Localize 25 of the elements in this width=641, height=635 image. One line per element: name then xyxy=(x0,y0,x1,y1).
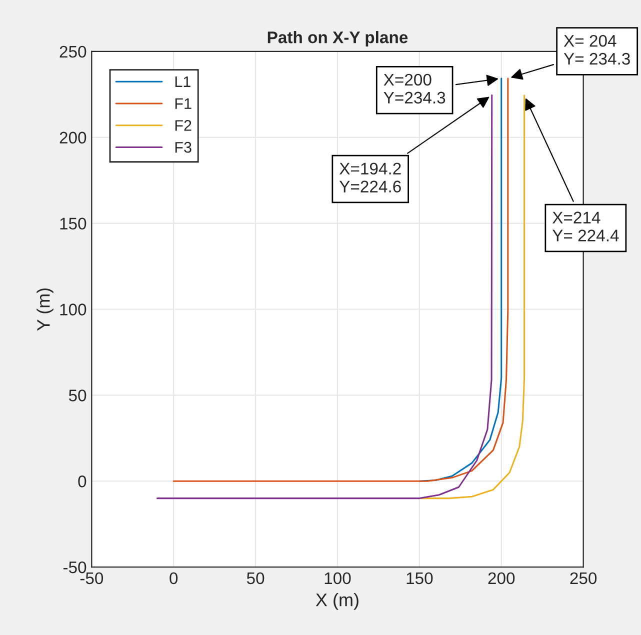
x-tick-label: 50 xyxy=(246,572,264,584)
x-tick-label: 100 xyxy=(324,572,351,584)
x-tick-label: 150 xyxy=(406,572,433,584)
x-tick-label: -50 xyxy=(80,572,104,584)
legend-label: F1 xyxy=(175,98,192,109)
x-tick-label: 250 xyxy=(570,572,597,584)
annotation: X=194.2 Y=224.6 xyxy=(339,162,401,192)
y-tick-label: 100 xyxy=(60,304,86,316)
legend-label: F2 xyxy=(175,120,192,131)
y-axis-title: Y (m) xyxy=(36,288,54,331)
annotation: X=214 Y= 224.4 xyxy=(552,212,619,242)
annotation: X=200 Y=234.3 xyxy=(384,74,446,104)
y-tick-label: 0 xyxy=(78,476,86,488)
x-tick-label: 200 xyxy=(488,572,515,584)
y-tick-label: 250 xyxy=(60,46,86,58)
y-tick-label: 50 xyxy=(68,390,86,402)
annotation: X= 204 Y= 234.3 xyxy=(564,34,630,65)
x-axis-title: X (m) xyxy=(316,593,358,610)
y-tick-label: 150 xyxy=(60,218,86,230)
y-tick-label: -50 xyxy=(63,561,86,574)
y-tick-label: 200 xyxy=(60,132,86,144)
legend-label: L1 xyxy=(175,76,190,87)
legend-label: F3 xyxy=(175,142,192,153)
chart-title: Path on X-Y plane xyxy=(268,31,408,47)
x-tick-label: 0 xyxy=(170,572,178,584)
